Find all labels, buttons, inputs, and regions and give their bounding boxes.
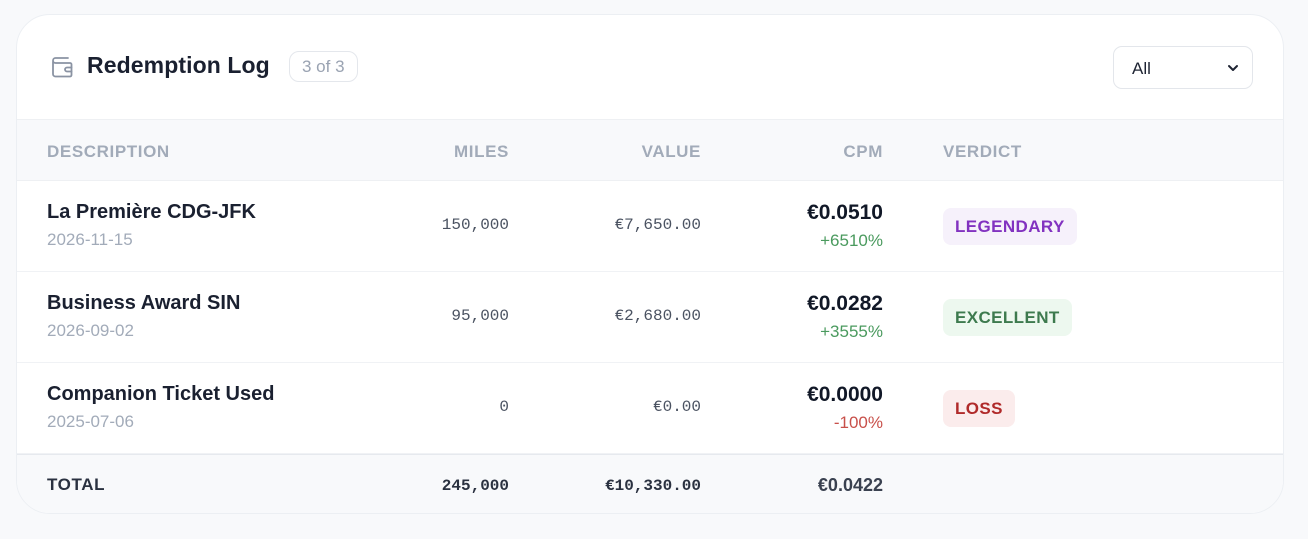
row-cpm: €0.0510 — [807, 201, 883, 224]
row-value: €2,680.00 — [614, 307, 701, 325]
row-description: Companion Ticket Used — [47, 383, 275, 405]
row-cpm: €0.0282 — [807, 292, 883, 315]
card-header: Redemption Log 3 of 3 All — [17, 15, 1283, 119]
column-header-cpm[interactable]: CPM — [843, 142, 883, 161]
row-description: Business Award SIN — [47, 292, 241, 314]
chevron-down-icon — [1228, 65, 1238, 71]
verdict-badge: LEGENDARY — [943, 208, 1077, 245]
row-miles: 95,000 — [451, 307, 509, 325]
column-header-value[interactable]: VALUE — [641, 142, 701, 161]
row-value: €7,650.00 — [614, 216, 701, 234]
column-header-description[interactable]: DESCRIPTION — [47, 142, 170, 161]
filter-selected-value: All — [1132, 59, 1151, 78]
row-date: 2026-11-15 — [47, 230, 133, 249]
table-footer-totals: TOTAL 245,000 €10,330.00 €0.0422 — [17, 454, 1283, 513]
page-title: Redemption Log — [87, 52, 270, 78]
row-description: La Première CDG-JFK — [47, 201, 256, 223]
row-cpm-change: +6510% — [820, 231, 883, 250]
verdict-filter-select[interactable]: All — [1113, 46, 1253, 89]
table-row[interactable]: Business Award SIN 2026-09-02 95,000 €2,… — [17, 272, 1283, 363]
row-miles: 0 — [499, 398, 509, 416]
column-header-verdict[interactable]: VERDICT — [943, 142, 1022, 161]
total-cpm: €0.0422 — [817, 475, 883, 495]
table-row[interactable]: Companion Ticket Used 2025-07-06 0 €0.00… — [17, 363, 1283, 454]
row-cpm-change: +3555% — [820, 322, 883, 341]
row-miles: 150,000 — [441, 216, 509, 234]
row-date: 2026-09-02 — [47, 321, 134, 340]
total-label: TOTAL — [47, 475, 106, 494]
total-miles: 245,000 — [441, 477, 509, 495]
redemption-log-card: Redemption Log 3 of 3 All DESCRIPTION MI… — [16, 14, 1284, 514]
row-date: 2025-07-06 — [47, 412, 134, 431]
wallet-icon — [52, 57, 73, 78]
row-cpm-change: -100% — [833, 413, 883, 432]
verdict-badge: LOSS — [943, 390, 1015, 427]
column-header-miles[interactable]: MILES — [454, 142, 509, 161]
verdict-badge: EXCELLENT — [943, 299, 1072, 336]
count-badge: 3 of 3 — [289, 51, 358, 82]
row-cpm: €0.0000 — [807, 383, 883, 406]
table-header: DESCRIPTION MILES VALUE CPM VERDICT — [17, 119, 1283, 181]
row-value: €0.00 — [652, 398, 701, 416]
total-value: €10,330.00 — [604, 477, 701, 495]
table-row[interactable]: La Première CDG-JFK 2026-11-15 150,000 €… — [17, 181, 1283, 272]
